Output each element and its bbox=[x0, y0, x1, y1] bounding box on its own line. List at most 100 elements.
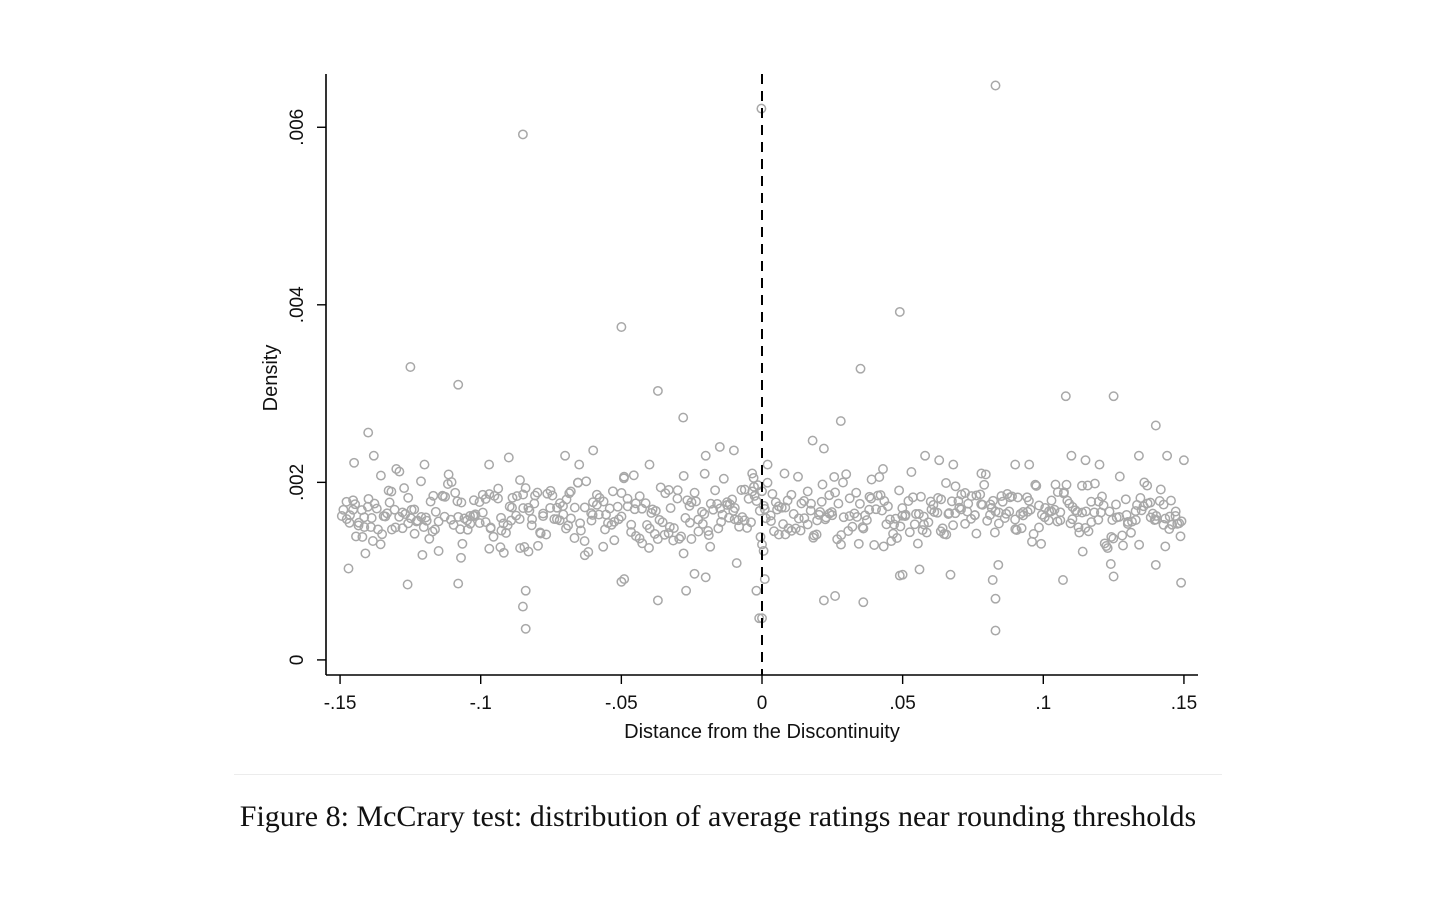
data-point bbox=[403, 492, 414, 503]
data-point bbox=[618, 473, 629, 484]
data-point bbox=[359, 512, 370, 523]
data-point bbox=[716, 516, 727, 527]
data-point bbox=[816, 496, 827, 507]
data-point bbox=[934, 455, 945, 466]
data-point bbox=[350, 499, 361, 510]
data-point bbox=[529, 498, 540, 509]
data-point bbox=[664, 522, 675, 532]
data-point bbox=[808, 532, 819, 543]
data-point bbox=[616, 511, 627, 522]
data-point bbox=[366, 513, 377, 523]
data-point bbox=[512, 491, 522, 502]
data-point bbox=[542, 488, 553, 499]
data-point bbox=[468, 495, 479, 506]
data-point bbox=[493, 483, 504, 494]
data-point bbox=[793, 471, 803, 482]
data-point bbox=[932, 507, 943, 518]
data-point bbox=[569, 533, 580, 543]
data-point bbox=[581, 476, 592, 487]
data-point bbox=[806, 498, 816, 509]
data-point bbox=[997, 496, 1008, 507]
data-point bbox=[755, 531, 766, 542]
data-point bbox=[941, 478, 951, 488]
axes: 0 .002 .004 .006 -.15 -.1 -.05 0 .05 .1 .15 bbox=[287, 74, 1198, 714]
data-point bbox=[507, 492, 518, 503]
data-point bbox=[1104, 506, 1115, 517]
data-point bbox=[766, 516, 776, 527]
data-point bbox=[1142, 480, 1153, 491]
data-point bbox=[906, 467, 917, 477]
data-point bbox=[616, 576, 627, 587]
data-point bbox=[838, 477, 848, 488]
y-tick-label: 0 bbox=[287, 655, 308, 666]
data-point bbox=[815, 507, 826, 517]
data-point bbox=[700, 572, 711, 583]
data-point bbox=[1086, 517, 1097, 528]
data-point bbox=[923, 517, 934, 528]
data-point bbox=[440, 491, 451, 502]
data-point bbox=[561, 494, 572, 505]
data-point bbox=[518, 489, 529, 500]
data-point bbox=[598, 541, 609, 552]
data-point bbox=[541, 529, 552, 540]
data-point bbox=[776, 502, 787, 513]
data-point bbox=[844, 511, 855, 522]
data-point bbox=[535, 527, 546, 538]
data-point bbox=[1067, 514, 1078, 525]
data-point bbox=[697, 506, 707, 517]
data-point bbox=[993, 518, 1004, 529]
data-point bbox=[989, 527, 1000, 538]
data-point bbox=[1089, 507, 1100, 518]
data-point bbox=[668, 535, 679, 546]
data-point bbox=[1178, 455, 1189, 466]
data-point bbox=[518, 503, 529, 514]
data-point bbox=[987, 575, 998, 585]
data-point bbox=[1061, 479, 1072, 490]
data-point bbox=[710, 485, 721, 496]
data-point bbox=[975, 489, 986, 500]
data-point bbox=[430, 506, 441, 517]
data-point bbox=[616, 322, 627, 332]
data-point bbox=[587, 509, 598, 520]
data-point bbox=[1034, 522, 1044, 533]
data-point bbox=[999, 513, 1010, 523]
data-point bbox=[858, 523, 869, 534]
data-point bbox=[351, 531, 361, 542]
data-point bbox=[731, 558, 742, 569]
data-point bbox=[1046, 495, 1057, 506]
x-tick-label: .1 bbox=[1035, 693, 1051, 714]
data-point bbox=[913, 509, 924, 519]
y-tick-label: .006 bbox=[287, 109, 308, 146]
data-point bbox=[515, 475, 525, 486]
data-point bbox=[409, 528, 420, 539]
data-point bbox=[622, 493, 633, 504]
data-point bbox=[1166, 495, 1176, 506]
data-point bbox=[391, 464, 402, 474]
data-point bbox=[686, 497, 697, 508]
data-point bbox=[1011, 525, 1022, 536]
data-point bbox=[484, 489, 495, 500]
data-point bbox=[1086, 496, 1097, 507]
data-point bbox=[1176, 516, 1187, 527]
data-point bbox=[697, 518, 708, 529]
data-point bbox=[853, 538, 864, 549]
data-point bbox=[1058, 575, 1068, 585]
data-point bbox=[1160, 541, 1171, 552]
x-tick-label: -.05 bbox=[605, 693, 638, 714]
data-point bbox=[1097, 491, 1107, 502]
data-point bbox=[496, 525, 507, 536]
data-point bbox=[665, 503, 676, 514]
data-point bbox=[380, 511, 391, 522]
data-point bbox=[1134, 539, 1145, 550]
data-point bbox=[812, 515, 823, 526]
data-point bbox=[433, 546, 444, 556]
data-point bbox=[727, 494, 738, 505]
data-point bbox=[693, 526, 704, 537]
data-point bbox=[465, 518, 476, 529]
data-point bbox=[399, 483, 410, 494]
data-point bbox=[829, 471, 840, 482]
data-point bbox=[560, 450, 571, 461]
data-point bbox=[718, 473, 729, 484]
data-point bbox=[345, 510, 355, 521]
data-point bbox=[889, 519, 900, 530]
